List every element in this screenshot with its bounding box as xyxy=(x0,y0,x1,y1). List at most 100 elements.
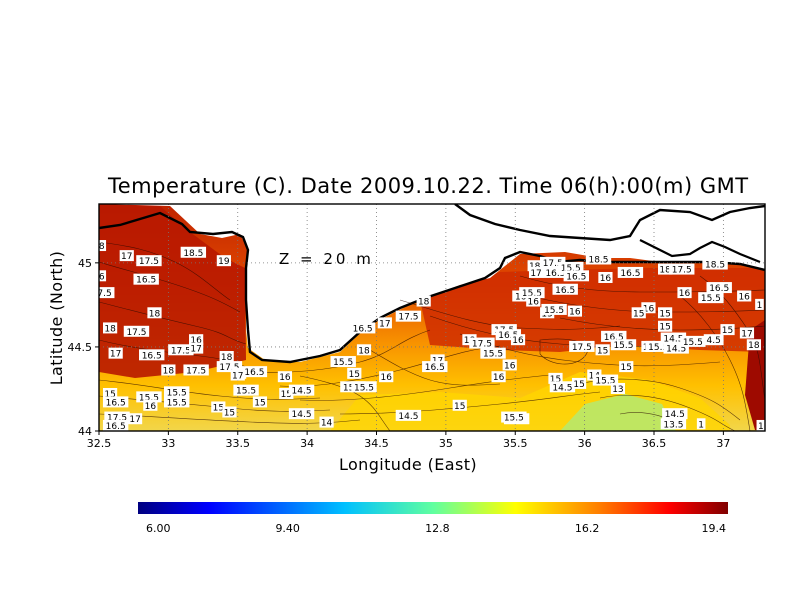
contour-label-box xyxy=(660,332,687,344)
x-tick-label: 36 xyxy=(578,437,592,450)
contour-label-box xyxy=(99,270,107,282)
contour-label-text: 16.5 xyxy=(142,351,162,361)
contour-label-box xyxy=(216,361,243,373)
colorbar-gradient xyxy=(138,502,728,514)
contour-label: 15.5 xyxy=(645,340,671,353)
contour-label-text: 17.5 xyxy=(171,346,191,356)
contour-label-box xyxy=(610,339,637,351)
contour-label: 16.5 xyxy=(102,396,129,408)
contour-label-box xyxy=(669,263,695,275)
contour-label: 17 xyxy=(230,369,245,382)
contour-label-text: 14.5 xyxy=(292,410,312,420)
contour-label-text: 16.5 xyxy=(244,368,264,378)
contour-label-text: 14.5 xyxy=(292,387,312,397)
colorbar-tick-label: 9.40 xyxy=(275,522,300,535)
contour-label: 18.5 xyxy=(180,246,207,259)
contour-label: 15 xyxy=(720,324,735,336)
x-tick-label: 32.5 xyxy=(87,437,112,450)
x-axis-label: Longitude (East) xyxy=(339,455,477,474)
contour-label: 17.5 xyxy=(104,411,130,424)
contour-label: 18 xyxy=(219,351,234,363)
contour-label-box xyxy=(598,271,613,283)
contour-label-text: 15.5 xyxy=(544,306,564,316)
contour-label-text: 15.5 xyxy=(701,294,721,304)
contour-label: 15.5 xyxy=(558,261,584,274)
x-tick-label: 37 xyxy=(716,437,730,450)
contour-label-text: 15 xyxy=(281,390,292,400)
contour-label-box xyxy=(480,347,506,359)
contour-label-text: 15.5 xyxy=(354,383,374,393)
contour-label-text: 15.5 xyxy=(236,387,256,397)
contour-label-text: 17.5 xyxy=(186,366,206,376)
contour-label-text: 15.5 xyxy=(483,350,503,360)
contour-label-box xyxy=(189,342,204,354)
contour-label-box xyxy=(541,303,567,315)
contour-label-text: 16.5 xyxy=(555,286,575,296)
contour-label: 16 xyxy=(143,399,158,412)
contour-label-box xyxy=(143,399,158,411)
contour-label: 14 xyxy=(319,416,334,429)
contour-label-box xyxy=(395,409,422,421)
contour-label-text: 18 xyxy=(748,341,760,351)
contour-label: 17 xyxy=(119,250,134,262)
contour-label-box xyxy=(755,298,764,310)
contour-label-box xyxy=(528,266,544,278)
contour-label-text: 15.5 xyxy=(561,264,581,274)
contour-label: 17.5 xyxy=(395,310,422,323)
contour-label-text: 16 xyxy=(493,373,505,383)
contour-label-text: 19 xyxy=(218,257,230,267)
contour-label-box xyxy=(139,349,165,361)
colorbar-tick-label: 6.00 xyxy=(146,522,171,535)
contour-label-box xyxy=(168,344,194,356)
contour-label: 7.5 xyxy=(99,287,115,299)
contour-label-box xyxy=(180,246,207,258)
contour-label: 15.5 xyxy=(233,384,259,397)
contour-label-text: 15.5 xyxy=(683,338,703,348)
contour-label-text: 8 xyxy=(99,242,105,252)
colorbar-tick-label: 19.4 xyxy=(702,522,727,535)
contour-label: 15.5 xyxy=(164,396,190,408)
contour-label-box xyxy=(601,330,627,342)
contour-label-text: 17 xyxy=(379,319,390,329)
contour-label-box xyxy=(102,396,129,408)
contour-label-box xyxy=(552,283,578,295)
contour-label-text: 16 xyxy=(190,336,202,346)
contour-label-text: 18 xyxy=(418,298,430,308)
contour-label-box xyxy=(527,260,542,272)
contour-label: 15.5 xyxy=(592,374,619,387)
y-tick-label: 44 xyxy=(78,425,92,438)
contour-label-box xyxy=(491,371,506,383)
contour-label: 17.5 xyxy=(469,337,495,350)
contour-label: 18 xyxy=(103,322,118,334)
contour-label: 15 xyxy=(548,372,563,385)
contour-label: 16.5 xyxy=(617,266,644,279)
contour-label-box xyxy=(619,361,634,373)
contour-label-box xyxy=(219,351,234,363)
contour-label: 1 xyxy=(756,419,765,431)
contour-label-box xyxy=(319,416,334,428)
land-crimea xyxy=(99,204,240,238)
contour-label-box xyxy=(549,381,576,393)
contour-label: 15 xyxy=(222,406,237,419)
contour-label: 17 xyxy=(127,413,143,425)
contour-label-text: 16.5 xyxy=(353,324,373,334)
contour-label: 15.5 xyxy=(136,391,162,403)
contour-label: 13 xyxy=(610,382,626,395)
contour-label-box xyxy=(430,354,445,366)
contour-label-text: 16.5 xyxy=(620,269,640,279)
contour-label: 16 xyxy=(567,305,583,318)
contour-label-text: 18 xyxy=(163,366,175,376)
contour-label: 1 xyxy=(755,298,764,311)
contour-label-text: 16 xyxy=(569,308,581,318)
contour-label-box xyxy=(277,371,293,383)
contour-label: 14.5 xyxy=(288,384,315,397)
contour-label-box xyxy=(540,256,566,268)
contour-label-text: 17.5 xyxy=(126,328,146,338)
contour-label-box xyxy=(288,384,315,396)
contour-label-box xyxy=(702,258,728,270)
contour-label: 16.5 xyxy=(706,282,732,294)
contour-label-text: 16.5 xyxy=(425,363,445,373)
contour-label: 17.5 xyxy=(216,361,243,373)
